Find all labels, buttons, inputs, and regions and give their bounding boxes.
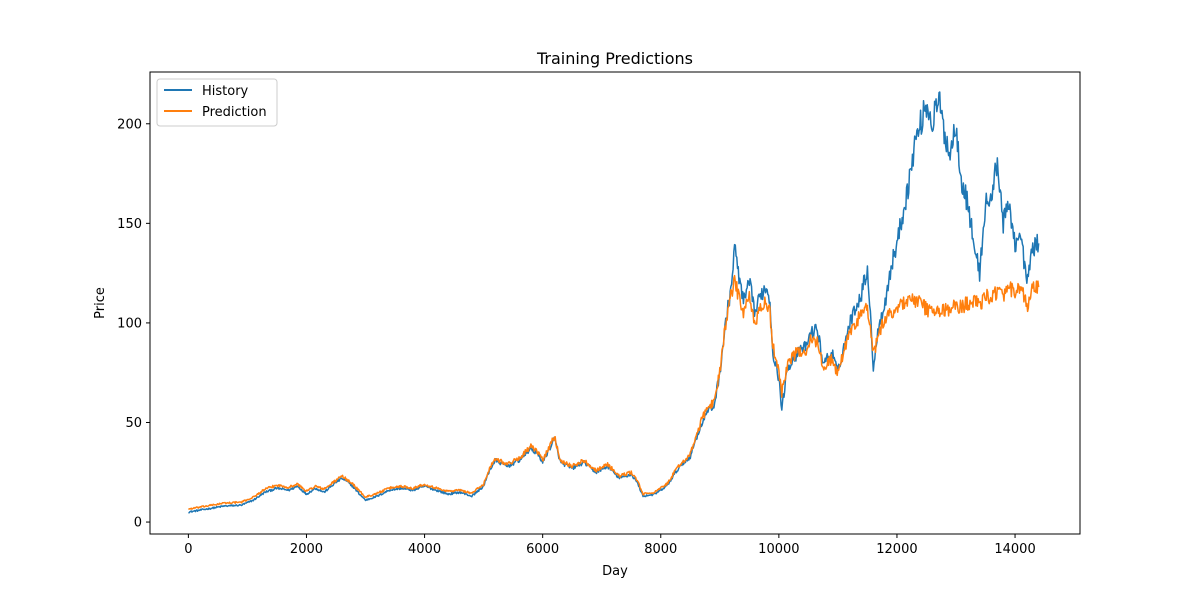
x-tick-label: 8000 — [644, 542, 677, 557]
series-lines — [188, 91, 1040, 514]
chart-title: Training Predictions — [536, 49, 693, 68]
y-axis-title: Price — [93, 287, 108, 319]
y-tick-label: 0 — [134, 516, 142, 531]
legend: History Prediction — [156, 78, 278, 127]
series-line-prediction — [188, 274, 1040, 511]
x-axis-title: Day — [602, 564, 628, 579]
x-tick-label: 4000 — [408, 542, 441, 557]
y-tick-label: 100 — [117, 316, 142, 331]
x-tick-label: 10000 — [758, 542, 799, 557]
x-axis-ticks: 0 2000 4000 6000 8000 10000 12000 14000 — [184, 534, 1036, 557]
plot-frame — [149, 71, 1081, 535]
y-axis-ticks: 0 50 100 150 200 — [117, 117, 150, 531]
series-line-history — [188, 91, 1040, 514]
x-tick-label: 2000 — [290, 542, 323, 557]
legend-label-history: History — [202, 84, 249, 99]
y-tick-label: 50 — [125, 416, 142, 431]
y-tick-label: 200 — [117, 117, 142, 132]
x-tick-label: 0 — [184, 542, 192, 557]
x-tick-label: 14000 — [994, 542, 1035, 557]
x-tick-label: 6000 — [526, 542, 559, 557]
legend-label-prediction: Prediction — [202, 105, 267, 120]
plot-area — [149, 71, 1081, 535]
x-tick-label: 12000 — [876, 542, 917, 557]
y-tick-label: 150 — [117, 217, 142, 232]
